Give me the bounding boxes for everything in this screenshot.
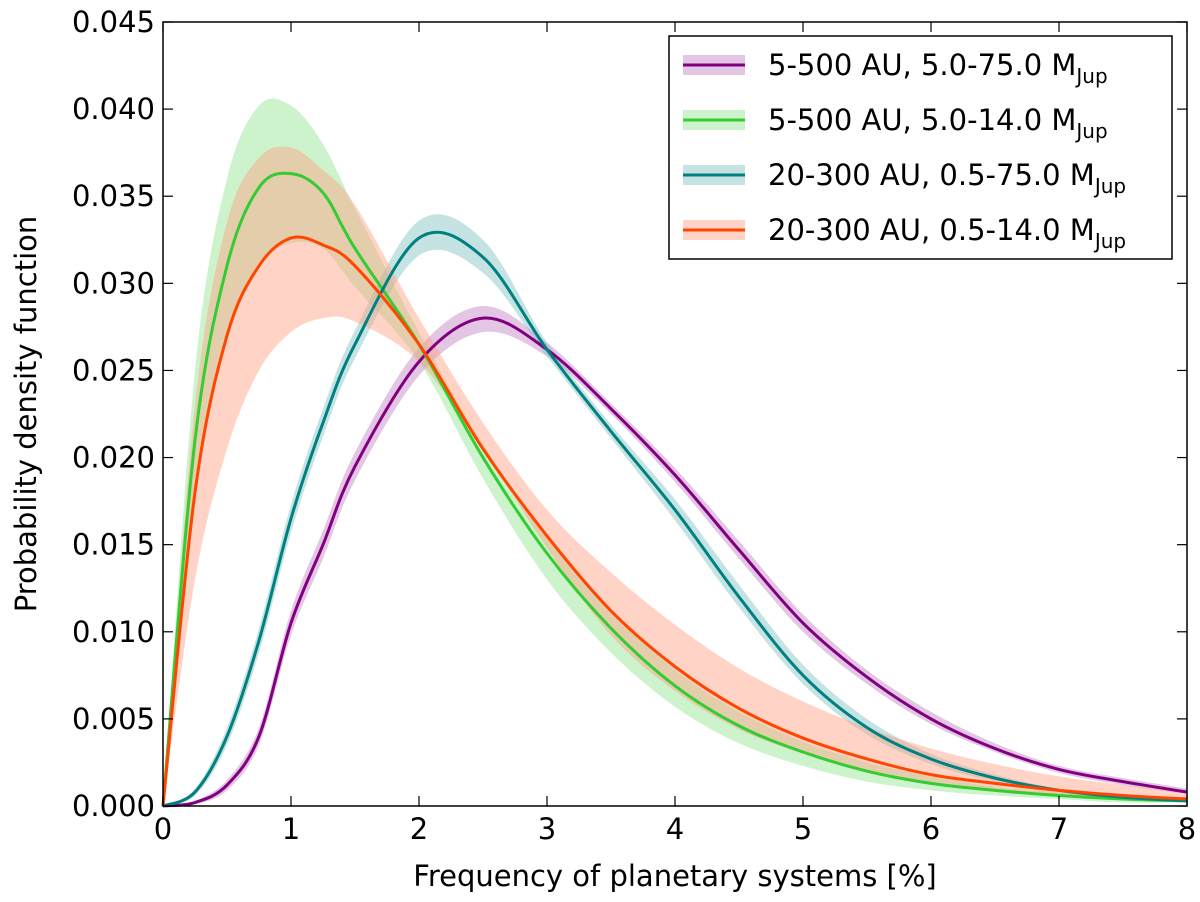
y-tick-label: 0.010 (72, 615, 155, 649)
x-tick-label: 6 (922, 812, 940, 846)
y-tick-label: 0.045 (72, 5, 155, 39)
y-tick-label: 0.015 (72, 528, 155, 562)
y-tick-label: 0.030 (72, 266, 155, 300)
legend-name: 5-500 AU, 5.0-75.0 M (768, 48, 1076, 82)
y-tick-label: 0.000 (72, 789, 155, 823)
legend-name: 5-500 AU, 5.0-14.0 M (768, 103, 1076, 137)
x-axis-label: Frequency of planetary systems [%] (413, 859, 936, 893)
legend-label: 5-500 AU, 5.0-75.0 MJup (768, 48, 1108, 88)
x-tick-label: 4 (666, 812, 684, 846)
y-tick-label: 0.040 (72, 92, 155, 126)
y-tick-label: 0.035 (72, 179, 155, 213)
series-line (161, 235, 1188, 807)
legend-name: 20-300 AU, 0.5-14.0 M (768, 213, 1095, 247)
legend-label: 5-500 AU, 5.0-14.0 MJup (768, 103, 1108, 143)
legend-name: 20-300 AU, 0.5-75.0 M (768, 158, 1095, 192)
legend-label: 20-300 AU, 0.5-14.0 MJup (768, 213, 1126, 253)
x-tick-label: 1 (282, 812, 300, 846)
y-tick-label: 0.025 (72, 353, 155, 387)
y-tick-label: 0.020 (72, 441, 155, 475)
plot-area (161, 98, 1188, 808)
legend-subscript: Jup (1074, 64, 1107, 88)
legend-subscript: Jup (1093, 174, 1126, 198)
y-tick-label: 0.005 (72, 702, 155, 736)
confidence-band (163, 98, 1187, 807)
legend-subscript: Jup (1093, 229, 1126, 253)
legend-subscript: Jup (1074, 119, 1107, 143)
x-tick-label: 0 (154, 812, 172, 846)
series-line (162, 316, 1188, 808)
x-tick-label: 3 (538, 812, 556, 846)
series-line (161, 171, 1188, 807)
x-tick-label: 5 (794, 812, 812, 846)
legend-box (668, 35, 1173, 260)
x-tick-label: 8 (1178, 812, 1196, 846)
confidence-band (163, 146, 1187, 806)
series-line (162, 230, 1188, 808)
legend-label: 20-300 AU, 0.5-75.0 MJup (768, 158, 1126, 198)
x-tick-label: 2 (410, 812, 428, 846)
y-axis-label: Probability density function (9, 216, 43, 613)
x-tick-label: 7 (1050, 812, 1068, 846)
